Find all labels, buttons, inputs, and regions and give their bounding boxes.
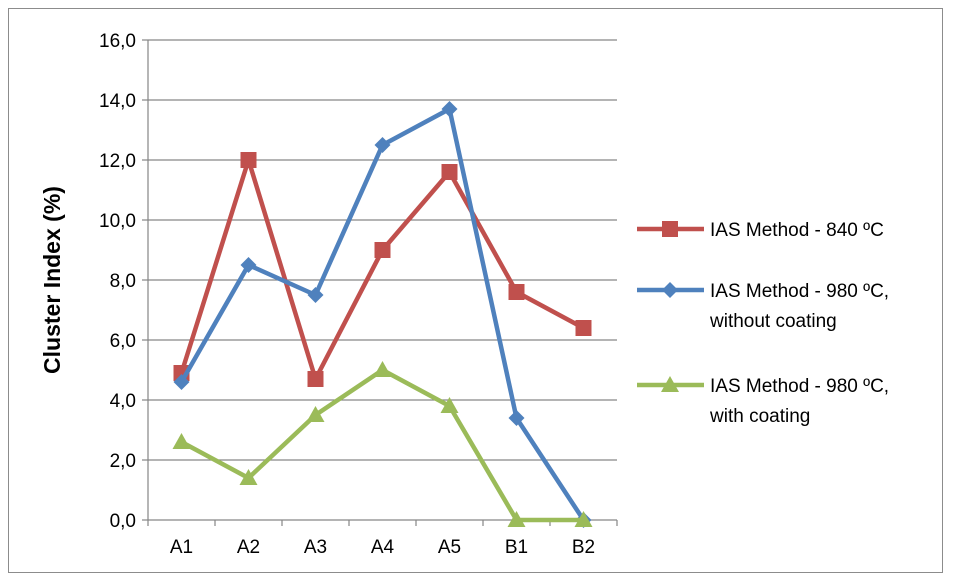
series-1	[173, 152, 592, 387]
series-line	[179, 106, 586, 522]
data-point	[441, 164, 458, 180]
legend-label: without coating	[709, 311, 837, 332]
y-tick-label: 0,0	[110, 511, 136, 532]
legend-label: IAS Method - 980 ºC,	[710, 376, 889, 397]
data-point	[441, 101, 458, 117]
x-tick-label: B2	[572, 537, 595, 558]
legend-item: IAS Method - 980 ºC, with coating	[637, 376, 889, 427]
x-tick-label: A1	[170, 537, 193, 558]
axes: 0,0 2,0 4,0 6,0 8,0 10,0 12,0 14,0 16,0 A1 A2 A3 A4 A…	[99, 31, 618, 558]
data-point	[240, 257, 257, 273]
legend-label: IAS Method - 980 ºC,	[710, 281, 889, 302]
y-tick-label: 10,0	[99, 211, 136, 232]
y-tick-label: 6,0	[110, 331, 136, 352]
legend-item: IAS Method - 980 ºC, without coating	[637, 281, 889, 332]
data-point	[575, 320, 592, 336]
series-2	[173, 101, 592, 528]
legend-label: with coating	[709, 406, 810, 427]
y-tick-label: 16,0	[99, 31, 136, 52]
y-tick-label: 4,0	[110, 391, 136, 412]
y-axis-title: Cluster Index (%)	[39, 186, 65, 374]
data-point	[508, 284, 525, 300]
legend-swatch-marker	[662, 221, 678, 237]
data-point	[574, 511, 593, 527]
data-point	[374, 137, 391, 153]
gridlines	[148, 39, 617, 461]
data-point	[373, 361, 392, 377]
x-tick-label: A4	[371, 537, 395, 558]
data-point	[173, 374, 190, 390]
y-tick-label: 8,0	[110, 271, 136, 292]
data-point	[307, 371, 324, 387]
series-line	[180, 367, 584, 523]
data-point	[306, 406, 325, 422]
chart-frame	[8, 8, 943, 573]
x-tick-label: A5	[438, 537, 461, 558]
legend-swatch-marker	[662, 282, 678, 298]
y-tick-label: 14,0	[99, 91, 136, 112]
data-point	[374, 242, 391, 258]
x-tick-label: A3	[304, 537, 327, 558]
data-point	[240, 152, 257, 168]
data-point	[307, 287, 324, 303]
legend: IAS Method - 840 ºC IAS Method - 980 ºC, w…	[637, 220, 889, 427]
x-tick-label: A2	[237, 537, 260, 558]
x-tick-label: B1	[505, 537, 528, 558]
series-group	[172, 101, 593, 528]
y-tick-label: 2,0	[110, 451, 136, 472]
legend-label: IAS Method - 840 ºC	[710, 220, 884, 241]
legend-swatch-marker	[661, 376, 679, 392]
data-point	[172, 433, 191, 449]
series-line	[179, 157, 585, 382]
data-point	[507, 511, 526, 527]
data-point	[440, 397, 459, 413]
legend-item: IAS Method - 840 ºC	[637, 220, 884, 241]
data-point	[508, 410, 525, 426]
series-3	[172, 361, 593, 527]
data-point	[239, 469, 258, 485]
y-tick-label: 12,0	[99, 151, 136, 172]
